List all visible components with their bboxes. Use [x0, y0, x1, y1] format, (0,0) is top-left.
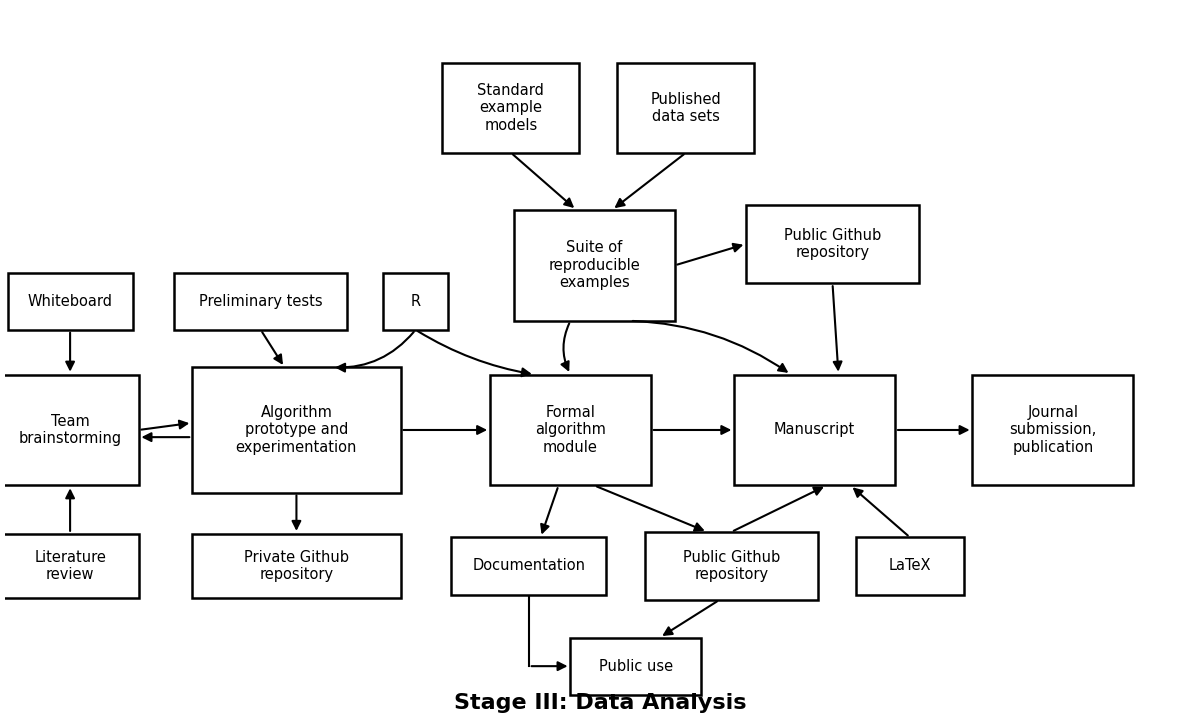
Text: Public Github
repository: Public Github repository	[784, 228, 881, 260]
Text: Private Github
repository: Private Github repository	[244, 550, 349, 582]
Text: Algorithm
prototype and
experimentation: Algorithm prototype and experimentation	[235, 405, 358, 455]
Text: LaTeX: LaTeX	[889, 558, 931, 573]
FancyBboxPatch shape	[1, 374, 138, 486]
Text: Team
brainstorming: Team brainstorming	[18, 414, 121, 446]
Text: Published
data sets: Published data sets	[650, 92, 721, 124]
Text: Formal
algorithm
module: Formal algorithm module	[535, 405, 606, 455]
FancyBboxPatch shape	[972, 374, 1133, 486]
Text: Documentation: Documentation	[473, 558, 586, 573]
FancyBboxPatch shape	[514, 210, 674, 321]
FancyBboxPatch shape	[7, 272, 133, 330]
FancyBboxPatch shape	[570, 638, 702, 695]
FancyBboxPatch shape	[192, 367, 401, 492]
Text: Whiteboard: Whiteboard	[28, 294, 113, 308]
FancyBboxPatch shape	[192, 534, 401, 598]
Text: Stage III: Data Analysis: Stage III: Data Analysis	[454, 693, 746, 712]
Text: R: R	[410, 294, 421, 308]
FancyBboxPatch shape	[443, 63, 580, 153]
FancyBboxPatch shape	[174, 272, 347, 330]
FancyBboxPatch shape	[644, 532, 817, 600]
FancyBboxPatch shape	[857, 537, 964, 594]
FancyBboxPatch shape	[618, 63, 755, 153]
Text: Manuscript: Manuscript	[774, 423, 856, 437]
FancyBboxPatch shape	[734, 374, 895, 486]
FancyBboxPatch shape	[490, 374, 650, 486]
Text: Suite of
reproducible
examples: Suite of reproducible examples	[548, 240, 640, 290]
FancyBboxPatch shape	[451, 537, 606, 594]
Text: Journal
submission,
publication: Journal submission, publication	[1009, 405, 1097, 455]
FancyBboxPatch shape	[383, 272, 449, 330]
Text: Public use: Public use	[599, 659, 673, 673]
Text: Preliminary tests: Preliminary tests	[199, 294, 323, 308]
FancyBboxPatch shape	[746, 205, 919, 283]
Text: Literature
review: Literature review	[34, 550, 106, 582]
Text: Standard
example
models: Standard example models	[478, 83, 545, 132]
FancyBboxPatch shape	[1, 534, 138, 598]
Text: Public Github
repository: Public Github repository	[683, 550, 780, 582]
